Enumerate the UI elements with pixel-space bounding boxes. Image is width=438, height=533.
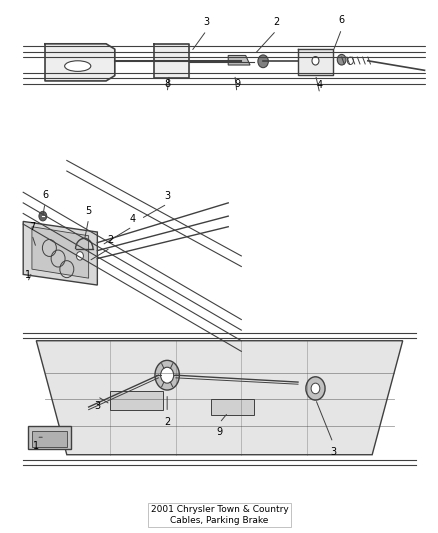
Text: 2001 Chrysler Town & Country
Cables, Parking Brake: 2001 Chrysler Town & Country Cables, Par… — [150, 505, 288, 524]
Ellipse shape — [64, 61, 91, 71]
Text: 8: 8 — [164, 79, 170, 89]
Text: 9: 9 — [216, 427, 222, 437]
Polygon shape — [32, 227, 88, 278]
Polygon shape — [36, 341, 402, 455]
Text: 5: 5 — [85, 206, 92, 216]
Circle shape — [160, 367, 173, 383]
Polygon shape — [297, 49, 332, 75]
Polygon shape — [23, 221, 97, 285]
Text: 6: 6 — [42, 190, 48, 200]
Text: 3: 3 — [94, 401, 100, 410]
Circle shape — [346, 57, 353, 64]
Text: 7: 7 — [29, 222, 35, 232]
Bar — [32, 431, 67, 447]
Text: 3: 3 — [164, 191, 170, 201]
Text: 2: 2 — [272, 17, 279, 27]
Polygon shape — [45, 44, 115, 81]
Circle shape — [311, 383, 319, 394]
Text: 2: 2 — [107, 235, 113, 245]
Circle shape — [155, 360, 179, 390]
Bar — [210, 399, 254, 415]
Circle shape — [311, 56, 318, 65]
Text: 4: 4 — [316, 80, 322, 90]
Bar — [110, 391, 162, 410]
Text: 2: 2 — [164, 417, 170, 426]
Polygon shape — [28, 425, 71, 449]
Text: 4: 4 — [129, 214, 135, 224]
Text: 3: 3 — [329, 447, 335, 457]
Text: 9: 9 — [233, 79, 240, 89]
Polygon shape — [228, 55, 250, 65]
Circle shape — [39, 212, 47, 221]
Circle shape — [257, 55, 268, 68]
Text: 3: 3 — [203, 17, 209, 27]
Circle shape — [336, 54, 345, 65]
Circle shape — [305, 377, 324, 400]
Text: 6: 6 — [338, 15, 344, 25]
Text: 1: 1 — [25, 270, 31, 280]
Polygon shape — [154, 44, 188, 78]
Text: 1: 1 — [33, 441, 39, 451]
Circle shape — [76, 252, 83, 260]
